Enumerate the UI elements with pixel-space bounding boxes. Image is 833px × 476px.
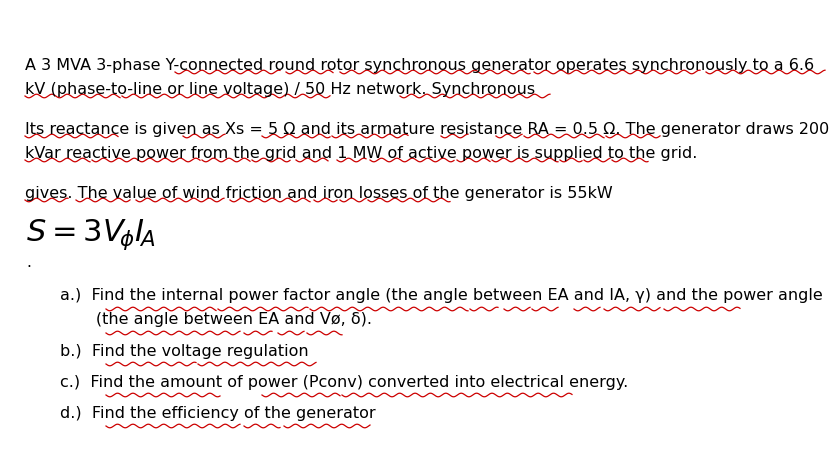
Text: c.)  Find the amount of power (Pconv) converted into electrical energy.: c.) Find the amount of power (Pconv) con… (60, 374, 628, 389)
Text: kV (phase-to-line or line voltage) / 50 Hz network. Synchronous: kV (phase-to-line or line voltage) / 50 … (25, 82, 535, 97)
Text: $\mathit{S}=3V_{\!\phi}\mathit{I}_{\!A}$: $\mathit{S}=3V_{\!\phi}\mathit{I}_{\!A}$ (26, 218, 155, 252)
Text: d.)  Find the efficiency of the generator: d.) Find the efficiency of the generator (60, 405, 376, 420)
Text: b.)  Find the voltage regulation: b.) Find the voltage regulation (60, 343, 308, 358)
Text: (the angle between EA and Vø, δ).: (the angle between EA and Vø, δ). (60, 311, 372, 327)
Text: gives. The value of wind friction and iron losses of the generator is 55kW: gives. The value of wind friction and ir… (25, 186, 613, 200)
Text: Its reactance is given as Xs = 5 Ω and its armature resistance RA = 0.5 Ω. The g: Its reactance is given as Xs = 5 Ω and i… (25, 122, 829, 137)
Text: kVar reactive power from the grid and 1 MW of active power is supplied to the gr: kVar reactive power from the grid and 1 … (25, 146, 697, 161)
Text: a.)  Find the internal power factor angle (the angle between EA and IA, γ) and t: a.) Find the internal power factor angle… (60, 288, 823, 302)
Text: A 3 MVA 3-phase Y-connected round rotor synchronous generator operates synchrono: A 3 MVA 3-phase Y-connected round rotor … (25, 58, 814, 73)
Text: .: . (26, 255, 31, 269)
